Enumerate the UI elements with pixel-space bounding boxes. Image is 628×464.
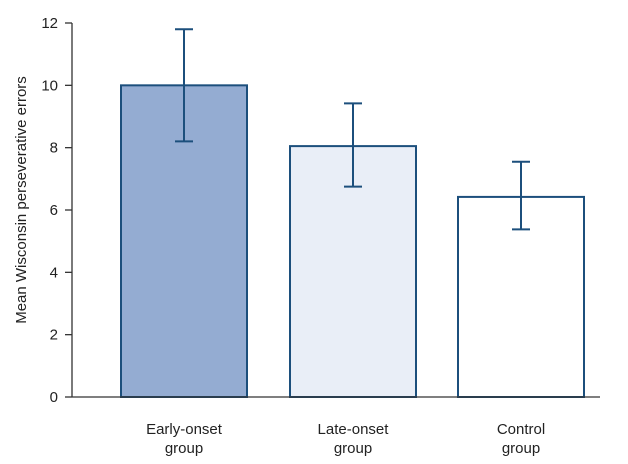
y-axis-title: Mean Wisconsin perseverative errors bbox=[13, 76, 30, 324]
y-tick-label: 12 bbox=[41, 15, 58, 32]
x-category-label-line: Late-onset bbox=[318, 421, 390, 438]
x-category-label-line: group bbox=[502, 440, 540, 457]
y-ticks-layer: 0 2 4 6 8 10 12 bbox=[41, 15, 72, 406]
y-tick-label: 6 bbox=[50, 202, 58, 219]
y-tick-label: 2 bbox=[50, 327, 58, 344]
y-tick-label: 8 bbox=[50, 140, 58, 157]
error-bar-0 bbox=[175, 28, 193, 143]
error-bars-layer bbox=[175, 28, 530, 231]
y-tick-label: 10 bbox=[41, 77, 58, 94]
y-tick-label: 0 bbox=[50, 389, 58, 406]
error-bar-1 bbox=[344, 102, 362, 188]
error-bar-2 bbox=[512, 160, 530, 231]
x-category-label: Control group bbox=[497, 421, 545, 457]
bar-1 bbox=[289, 145, 417, 398]
x-labels-layer: Early-onset group Late-onset group Control gr… bbox=[146, 421, 545, 457]
x-category-label: Late-onset group bbox=[318, 421, 390, 457]
y-tick-label: 4 bbox=[50, 264, 58, 281]
x-category-label-line: Early-onset bbox=[146, 421, 223, 438]
x-category-label: Early-onset group bbox=[146, 421, 223, 457]
x-category-label-line: group bbox=[165, 440, 203, 457]
x-category-label-line: Control bbox=[497, 421, 545, 438]
x-category-label-line: group bbox=[334, 440, 372, 457]
